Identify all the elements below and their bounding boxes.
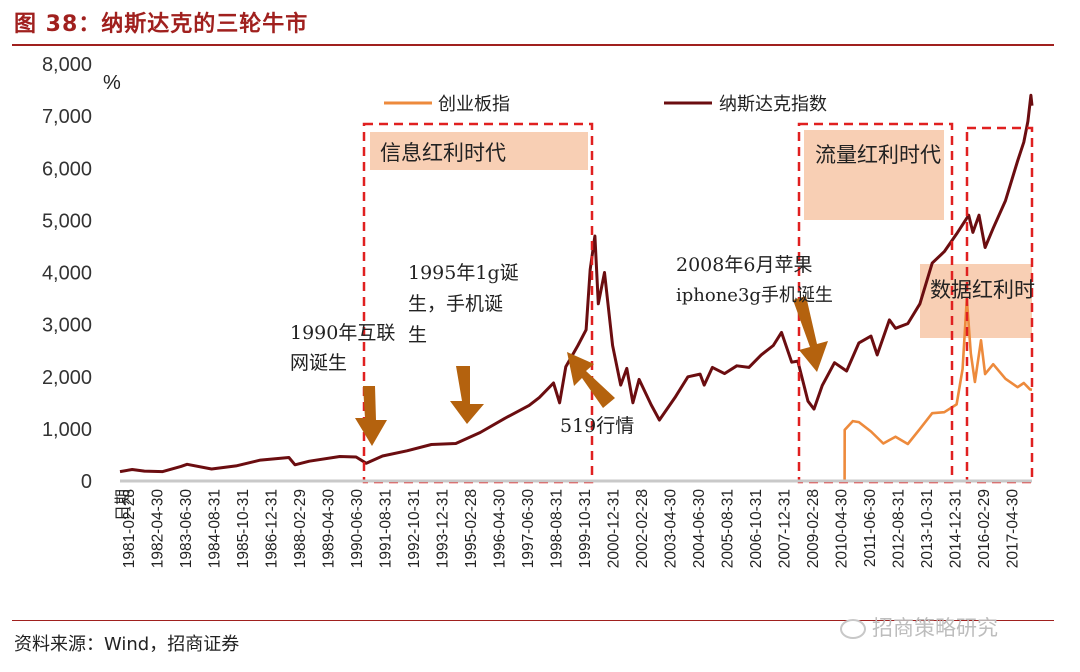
x-tick-label: 1990-06-30 <box>349 489 366 569</box>
x-tick-label: 2007-12-31 <box>777 489 794 568</box>
y-tick-label: 4,000 <box>42 263 92 285</box>
x-tick-label: 1993-12-31 <box>435 489 452 568</box>
note-1995-line2: 生，手机诞 <box>408 293 503 315</box>
era-box-info <box>362 122 594 484</box>
y-tick-label: 1,000 <box>42 419 92 441</box>
x-tick-label: 1997-06-30 <box>520 489 537 569</box>
label-bg-info <box>370 132 588 170</box>
x-tick-label: 1992-10-31 <box>406 489 423 568</box>
wechat-icon <box>840 619 866 639</box>
x-tick-label: 1981-02-28 <box>121 489 138 568</box>
note-519: 519行情 <box>560 415 634 437</box>
x-tick-label: 2016-02-29 <box>976 489 993 568</box>
x-tick-label: 1985-10-31 <box>235 489 252 568</box>
x-tick-label: 1982-04-30 <box>150 489 167 569</box>
x-tick-label: 1984-08-31 <box>207 489 224 568</box>
y-tick-label: 6,000 <box>42 158 92 180</box>
x-tick-label: 2017-04-30 <box>1005 489 1022 569</box>
footer-rule <box>12 620 1054 621</box>
y-tick-label: 7,000 <box>42 106 92 128</box>
x-tick-label: 1988-02-29 <box>292 489 309 568</box>
x-tick-label: 2014-12-31 <box>948 489 965 568</box>
x-tick-label: 2010-04-30 <box>834 489 851 569</box>
y-tick-label: 5,000 <box>42 210 92 232</box>
watermark-text: 招商策略研究 <box>872 616 998 640</box>
x-tick-label: 2012-08-31 <box>891 489 908 568</box>
note-1995-line3: 生 <box>408 324 427 346</box>
label-bg-traffic <box>804 130 944 220</box>
note-1990-line1: 1990年互联 <box>290 322 395 344</box>
x-tick-label: 1995-02-28 <box>463 489 480 568</box>
series-line-chinext <box>120 297 1033 483</box>
x-tick-label: 1989-04-30 <box>321 489 338 569</box>
x-tick-label: 2003-04-30 <box>663 489 680 569</box>
note-2008-line2: iphone3g手机诞生 <box>676 285 833 306</box>
legend-label-nasdaq: 纳斯达克指数 <box>719 94 827 115</box>
x-tick-label: 2004-06-30 <box>691 489 708 569</box>
legend-label-chinext: 创业板指 <box>438 94 510 115</box>
series-layer <box>119 93 1034 483</box>
label-bg-data <box>920 264 1032 338</box>
source-note: 资料来源：Wind，招商证券 <box>14 634 240 655</box>
x-tick-label: 2000-12-31 <box>606 489 623 568</box>
y-tick-label: 3,000 <box>42 315 92 337</box>
x-tick-label: 2006-10-31 <box>748 489 765 568</box>
x-tick-label: 2013-10-31 <box>919 489 936 568</box>
y-axis: 0 1,000 2,000 3,000 4,000 5,000 6,000 7,000 8,00… <box>42 54 92 493</box>
chart-title: 图 38：纳斯达克的三轮牛市 <box>14 12 309 37</box>
x-tick-label: 1983-06-30 <box>178 489 195 569</box>
x-tick-label: 2011-06-30 <box>862 489 879 568</box>
x-tick-label: 2005-08-31 <box>720 489 737 568</box>
y-tick-label: 2,000 <box>42 367 92 389</box>
era-label-data: 数据红利时 <box>930 278 1035 302</box>
series-line-nasdaq <box>119 93 1034 474</box>
x-tick-label: 1986-12-31 <box>264 489 281 568</box>
era-label-traffic: 流量红利时代 <box>815 143 941 167</box>
y-axis-unit: % <box>103 72 121 94</box>
x-axis-title: 日期 <box>113 489 132 521</box>
x-tick-label: 1991-08-31 <box>378 489 395 568</box>
note-2008-line1: 2008年6月苹果 <box>676 254 812 276</box>
x-tick-label: 1998-08-31 <box>549 489 566 568</box>
title-rule <box>12 44 1054 46</box>
x-tick-label: 2002-02-28 <box>634 489 651 568</box>
watermark: 招商策略研究 <box>840 612 998 642</box>
arrow-2008-icon <box>793 296 828 372</box>
y-tick-label: 0 <box>81 471 92 493</box>
x-tick-label: 1999-10-31 <box>577 489 594 568</box>
arrow-1995-icon <box>450 366 484 424</box>
x-tick-label: 1996-04-30 <box>492 489 509 569</box>
note-1995-line1: 1995年1g诞 <box>408 262 519 284</box>
arrow-1990-icon <box>355 386 387 446</box>
y-tick-label: 8,000 <box>42 54 92 76</box>
arrow-519-icon <box>567 352 615 408</box>
era-label-info: 信息红利时代 <box>380 141 506 165</box>
x-tick-label: 2009-02-28 <box>805 489 822 568</box>
note-1990-line2: 网诞生 <box>290 352 347 374</box>
